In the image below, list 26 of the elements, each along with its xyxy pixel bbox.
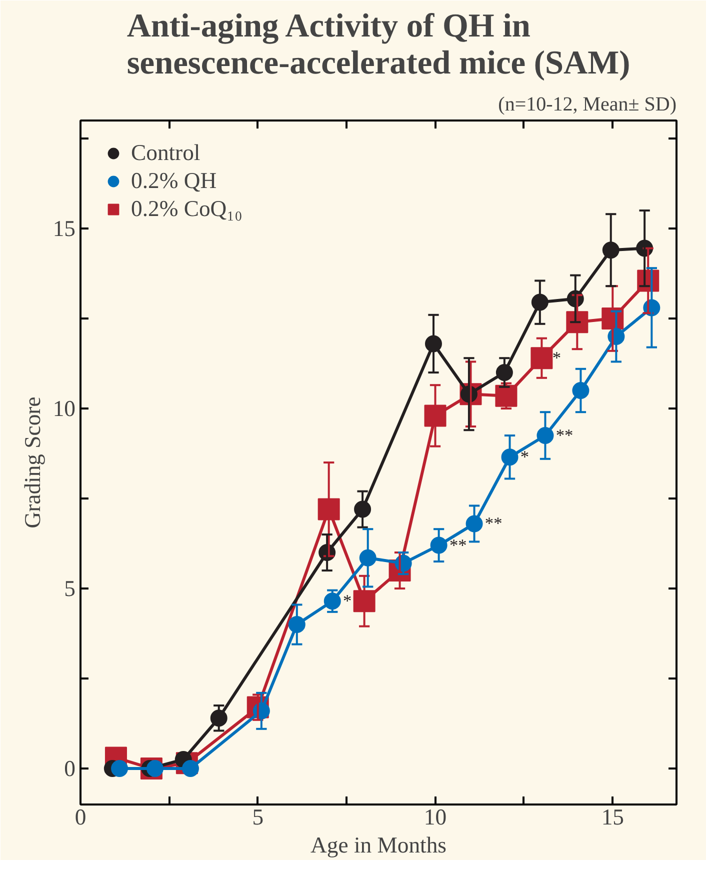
point (424, 404, 446, 427)
x-tick-label: 5 (252, 804, 264, 830)
point (111, 760, 128, 777)
x-tick-label: 15 (601, 804, 624, 830)
x-axis-title: Age in Months (310, 832, 446, 858)
annotation: ** (449, 536, 467, 555)
annotation: * (520, 448, 530, 467)
chart-title: Anti-aging Activity of QH in senescence-accelerated mice (SAM) (126, 8, 630, 82)
y-axis-title: Grading Score (20, 396, 45, 528)
legend-label: 0.2% CoQ₁₀ (131, 196, 242, 222)
legend-label: Control (131, 140, 200, 166)
annotation: ** (484, 514, 502, 534)
point (495, 384, 518, 407)
annotation: * (343, 592, 352, 611)
point (353, 590, 376, 612)
y-tick-label: 0 (64, 756, 76, 781)
y-tick-label: 15 (52, 216, 76, 241)
y-tick-label: 10 (52, 396, 76, 421)
y-tick-label: 5 (64, 576, 76, 601)
point (530, 347, 553, 370)
annotation: ** (556, 426, 574, 445)
annotation: * (552, 348, 562, 368)
x-tick-label: 10 (424, 804, 447, 830)
chart-subtitle: (n=10-12, Mean± SD) (498, 94, 677, 116)
legend-label: 0.2% QH (131, 168, 217, 194)
point (318, 498, 340, 520)
